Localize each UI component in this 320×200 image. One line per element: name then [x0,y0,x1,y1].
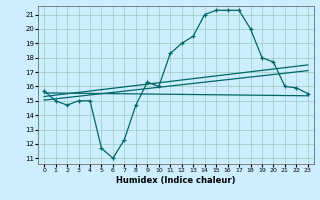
X-axis label: Humidex (Indice chaleur): Humidex (Indice chaleur) [116,176,236,185]
